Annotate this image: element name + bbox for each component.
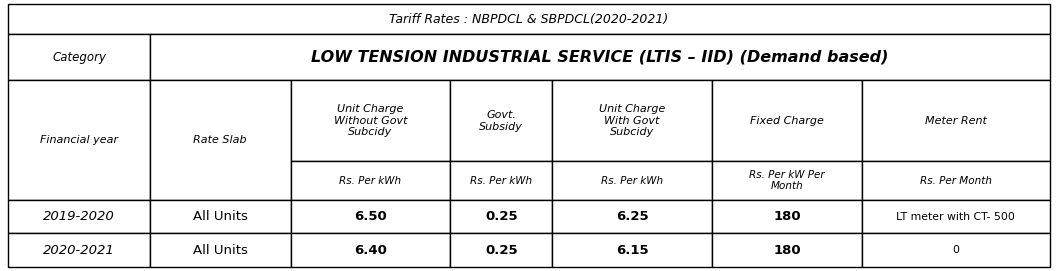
Bar (291, 80, 451, 162)
Text: Unit Charge
Without Govt
Subcidy: Unit Charge Without Govt Subcidy (333, 104, 407, 137)
Bar (552, 200, 712, 233)
Bar (8, 200, 149, 233)
Bar (862, 162, 1050, 200)
Text: Tariff Rates : NBPDCL & SBPDCL(2020-2021): Tariff Rates : NBPDCL & SBPDCL(2020-2021… (389, 13, 669, 26)
Bar (451, 162, 552, 200)
Bar (291, 162, 451, 200)
Text: 2019-2020: 2019-2020 (43, 210, 115, 223)
Bar (8, 233, 149, 267)
Bar (149, 34, 1050, 80)
Bar (712, 233, 862, 267)
Bar (291, 233, 451, 267)
Text: 6.15: 6.15 (616, 244, 649, 257)
Bar (862, 200, 1050, 233)
Text: LT meter with CT- 500: LT meter with CT- 500 (896, 211, 1016, 221)
Bar (451, 233, 552, 267)
Bar (149, 80, 291, 200)
Text: 180: 180 (773, 244, 801, 257)
Bar (712, 162, 862, 200)
Text: 0.25: 0.25 (485, 244, 517, 257)
Text: Financial year: Financial year (40, 135, 118, 145)
Text: Rs. Per kWh: Rs. Per kWh (340, 176, 402, 186)
Text: Rs. Per Month: Rs. Per Month (919, 176, 991, 186)
Text: Rs. Per kW Per
Month: Rs. Per kW Per Month (749, 170, 825, 191)
Bar (862, 233, 1050, 267)
Text: Fixed Charge: Fixed Charge (750, 116, 824, 126)
Text: 0.25: 0.25 (485, 210, 517, 223)
Bar (149, 200, 291, 233)
Text: Rs. Per kWh: Rs. Per kWh (601, 176, 663, 186)
Text: Govt.
Subsidy: Govt. Subsidy (479, 110, 523, 132)
Text: Rs. Per kWh: Rs. Per kWh (470, 176, 532, 186)
Bar (712, 80, 862, 162)
Text: Meter Rent: Meter Rent (925, 116, 987, 126)
Bar (712, 200, 862, 233)
Bar (451, 80, 552, 162)
Text: 6.50: 6.50 (354, 210, 387, 223)
Text: All Units: All Units (193, 244, 248, 257)
Bar (8, 34, 149, 80)
Bar (8, 80, 149, 200)
Bar (862, 80, 1050, 162)
Bar (291, 200, 451, 233)
Bar (149, 233, 291, 267)
Text: Unit Charge
With Govt
Subcidy: Unit Charge With Govt Subcidy (599, 104, 665, 137)
Bar (552, 233, 712, 267)
Text: 0: 0 (952, 245, 960, 255)
Bar (451, 200, 552, 233)
Text: 6.25: 6.25 (616, 210, 649, 223)
Text: LOW TENSION INDUSTRIAL SERVICE (LTIS – IID) (Demand based): LOW TENSION INDUSTRIAL SERVICE (LTIS – I… (311, 50, 889, 65)
Text: 180: 180 (773, 210, 801, 223)
Text: 2020-2021: 2020-2021 (43, 244, 115, 257)
Text: 6.40: 6.40 (354, 244, 387, 257)
Text: Category: Category (52, 51, 106, 64)
Bar (552, 80, 712, 162)
Text: All Units: All Units (193, 210, 248, 223)
Bar (8, 4, 1050, 34)
Text: Rate Slab: Rate Slab (194, 135, 247, 145)
Bar (552, 162, 712, 200)
